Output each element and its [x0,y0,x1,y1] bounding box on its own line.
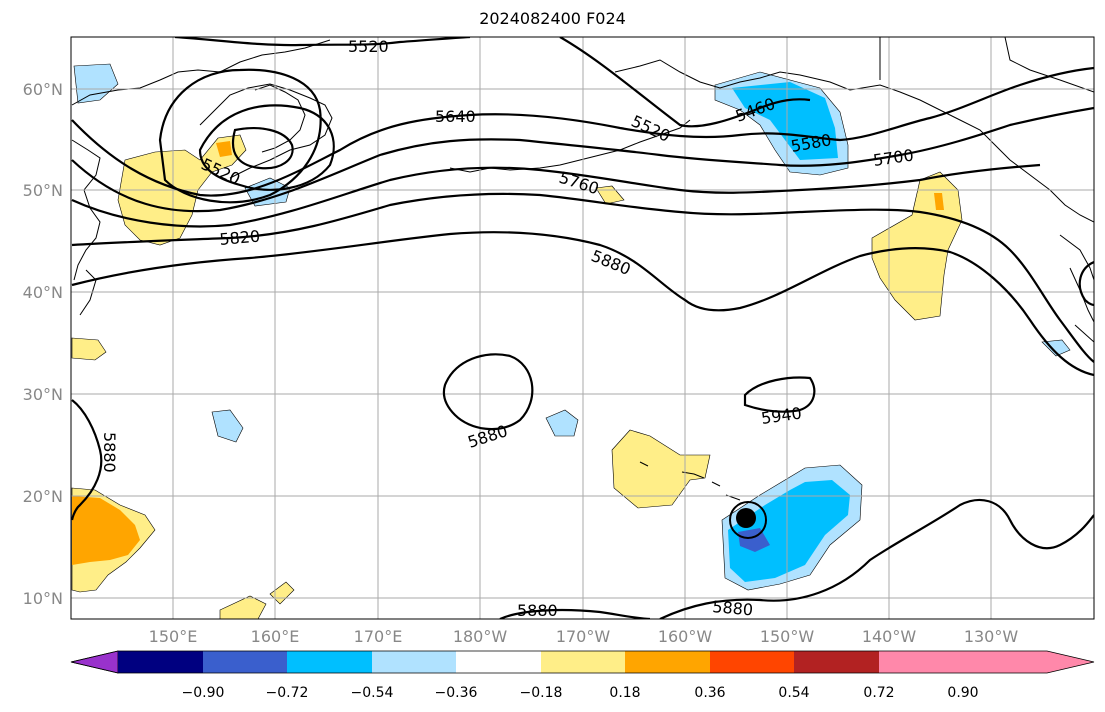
contour-label: 5640 [435,107,476,126]
coastline-bering [879,37,1094,93]
colorbar-tick-label: −0.54 [351,685,394,701]
contour-5880-bottom [659,498,1094,619]
latitude-labels: 60°N 50°N 40°N 30°N 20°N 10°N [23,80,63,608]
contour-5520-west [174,37,471,47]
colorbar-tick-label: 0.36 [694,685,725,701]
lat-label: 50°N [23,181,63,200]
colorbar-tick-label: −0.18 [520,685,563,701]
strong-negative-anomaly-hawaii [728,480,850,582]
lat-label: 10°N [23,589,63,608]
graticule [71,37,1094,619]
contour-5700 [71,106,1094,213]
negative-anomaly-area-small1 [211,409,244,443]
colorbar-tick-label: 0.18 [609,685,640,701]
colorbar-labels: −0.90 −0.72 −0.54 −0.36 −0.18 0.18 0.36 … [182,685,979,701]
contour-5580-low [198,104,335,191]
colorbar-extend-low [70,650,119,674]
map-layers: 5520 5640 5520 5460 5580 5700 5760 5820 … [71,37,1094,620]
colorbar-bin [456,651,541,673]
colorbar-tick-label: −0.36 [435,685,478,701]
coastline-hawaii [639,461,741,501]
strong-negative-anomaly-alaska [732,82,838,160]
lat-label: 30°N [23,385,63,404]
orange-anomaly-philippine [72,496,140,565]
height-contours [71,37,1094,619]
lat-label: 40°N [23,283,63,302]
lat-label: 20°N [23,487,63,506]
colorbar-tick-label: 0.54 [778,685,809,701]
positive-anomaly-area-left [71,337,107,361]
contour-5940-high [743,376,816,413]
colorbar: −0.90 −0.72 −0.54 −0.36 −0.18 0.18 0.36 … [70,650,1095,701]
orange-anomaly-nw-america [934,193,944,210]
map-frame [70,36,1095,620]
colorbar-tick-label: −0.90 [182,685,225,701]
positive-anomaly-area-hawaii-north [611,429,711,509]
colorbar-bin [710,651,794,673]
contour-5520-northeast [559,37,811,128]
lon-label: 150°E [149,627,198,646]
colorbar-tick-label: 0.72 [863,685,894,701]
colorbar-extend-high [963,651,1094,673]
lon-label: 170°W [556,627,611,646]
lon-label: 140°W [862,627,917,646]
colorbar-tick-label: 0.90 [947,685,978,701]
lon-label: 170°E [354,627,403,646]
negative-anomaly-area-small2 [545,409,579,437]
colorbar-bin [541,651,625,673]
map-title: 2024082400 F024 [479,9,626,28]
lon-label: 150°W [760,627,815,646]
contour-label: 5820 [219,227,261,249]
colorbar-bin [372,651,456,673]
orange-anomaly-japan [216,141,232,157]
contour-5520-low [232,127,294,170]
contour-5640-outer [158,68,322,204]
colorbar-tick-label: −0.72 [266,685,309,701]
contour-5880-main [71,231,1094,377]
contour-5820 [71,192,1094,363]
lon-label: 160°W [658,627,713,646]
colorbar-bin [794,651,879,673]
coastline-alaska [614,59,1094,223]
contour-label: 5520 [348,37,389,56]
vortex-marker [729,501,767,539]
longitude-labels: 150°E 160°E 170°E 180°W 170°W 160°W 150°… [149,627,1019,646]
colorbar-bin [118,651,203,673]
contour-right-loop [1078,260,1094,307]
contour-label: 5880 [517,601,558,620]
colorbar-bin [203,651,287,673]
lat-label: 60°N [23,80,63,99]
very-strong-negative-anomaly-hawaii [738,528,770,552]
contour-5640 [71,66,1094,197]
lon-label: 160°E [251,627,300,646]
contour-5880-bottom-left [499,608,651,619]
colorbar-bin [879,651,963,673]
lon-label: 180°W [453,627,508,646]
lon-label: 130°W [964,627,1019,646]
colorbar-bin [287,651,372,673]
contour-5880-south [71,399,103,521]
contour-label: 5880 [100,432,119,473]
colorbar-bin [625,651,710,673]
contour-label: 5880 [712,597,754,619]
contour-5760 [71,163,1041,228]
contour-5880-high [442,353,534,431]
